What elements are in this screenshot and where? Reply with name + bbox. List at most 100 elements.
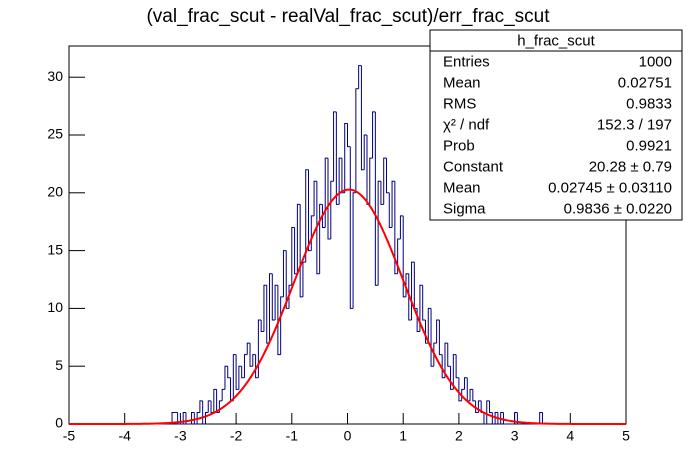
histogram-bin bbox=[299, 204, 303, 298]
histogram-bin bbox=[514, 411, 518, 424]
histogram-bin bbox=[352, 192, 356, 309]
histogram-bin bbox=[171, 411, 175, 424]
histogram-bin bbox=[500, 411, 504, 424]
histogram-bin bbox=[502, 412, 507, 425]
stats-label: Mean bbox=[443, 74, 481, 91]
histogram-bin bbox=[388, 192, 393, 228]
histogram-bin bbox=[436, 319, 440, 344]
x-tick-label: 3 bbox=[511, 428, 519, 444]
histogram-bin bbox=[391, 180, 395, 228]
histogram-bin bbox=[327, 158, 331, 240]
histogram-bin bbox=[335, 111, 340, 205]
histogram-bin bbox=[196, 411, 200, 424]
fit-curve bbox=[69, 188, 626, 425]
histogram-bin bbox=[363, 134, 367, 170]
x-tick-label: 4 bbox=[566, 428, 574, 444]
histogram-bin bbox=[347, 123, 351, 148]
histogram-bin bbox=[483, 412, 487, 425]
histogram-bin bbox=[516, 412, 521, 425]
stats-value: 0.9833 bbox=[626, 95, 672, 112]
histogram-bin bbox=[218, 400, 223, 413]
histogram-bin bbox=[338, 157, 342, 205]
stats-value: 20.28 ± 0.79 bbox=[589, 158, 672, 175]
histogram-bin bbox=[255, 354, 259, 379]
histogram-bin bbox=[182, 411, 186, 424]
histogram-bin bbox=[308, 169, 312, 252]
histogram-bin bbox=[394, 181, 398, 275]
histogram-bin bbox=[455, 354, 459, 379]
histogram-bin bbox=[408, 273, 412, 321]
histogram-bin bbox=[185, 412, 189, 425]
x-tick-label: 1 bbox=[399, 428, 407, 444]
histogram-bin bbox=[280, 296, 284, 355]
histogram-bin bbox=[349, 146, 354, 309]
histogram-bin bbox=[238, 365, 242, 390]
histogram-bin bbox=[224, 365, 228, 390]
histogram-bin bbox=[263, 284, 267, 332]
stats-label: Sigma bbox=[443, 200, 486, 217]
histogram-bin bbox=[383, 157, 387, 205]
histogram-bin bbox=[232, 354, 237, 401]
histogram-bin bbox=[458, 377, 462, 402]
histogram-bin bbox=[277, 285, 281, 356]
histogram-bin bbox=[177, 412, 181, 425]
histogram-bin bbox=[257, 319, 262, 378]
y-tick-label: 5 bbox=[55, 357, 63, 373]
y-tick-label: 10 bbox=[47, 299, 63, 315]
histogram-bin bbox=[377, 180, 381, 286]
histogram-bin bbox=[450, 366, 454, 390]
histogram-bin bbox=[441, 354, 445, 379]
histogram-bin bbox=[489, 400, 493, 413]
histogram-bin bbox=[494, 411, 498, 424]
histogram-bin bbox=[358, 65, 362, 89]
histogram-bin bbox=[333, 111, 337, 182]
stats-box bbox=[429, 29, 683, 221]
stats-value: 0.02745 ± 0.03110 bbox=[548, 179, 672, 196]
histogram-bin bbox=[385, 158, 390, 194]
stats-label: Entries bbox=[443, 53, 490, 70]
histogram-bin bbox=[260, 319, 264, 333]
histogram-bin bbox=[330, 180, 334, 240]
histogram-bin bbox=[444, 342, 448, 378]
histogram-bin bbox=[321, 204, 326, 228]
stats-value: 0.02751 bbox=[618, 74, 672, 91]
histogram-bin bbox=[313, 180, 317, 216]
histogram-bin bbox=[249, 343, 253, 367]
histogram-bin bbox=[399, 215, 404, 240]
histogram-bin bbox=[472, 389, 476, 402]
histogram-bin bbox=[274, 284, 278, 320]
stats-value: 152.3 / 197 bbox=[597, 116, 672, 133]
histogram-bin bbox=[324, 157, 329, 228]
histogram-bin bbox=[360, 65, 365, 171]
histogram-bin bbox=[469, 388, 473, 401]
stats-label: Constant bbox=[443, 158, 504, 175]
histogram-bin bbox=[433, 342, 437, 367]
histogram-bin bbox=[497, 412, 501, 425]
stats-value: 0.9836 ± 0.0220 bbox=[564, 200, 672, 217]
histogram-bin bbox=[241, 366, 245, 379]
histogram-bin bbox=[319, 203, 323, 274]
histogram-bin bbox=[202, 400, 206, 425]
histogram-bin bbox=[199, 400, 203, 413]
histogram-bin bbox=[438, 319, 443, 356]
histogram-bin bbox=[193, 412, 198, 425]
y-tick-label: 15 bbox=[47, 241, 63, 257]
histogram-bin bbox=[213, 388, 217, 413]
histogram-bin bbox=[475, 400, 479, 413]
stats-value: 1000 bbox=[639, 53, 672, 70]
x-tick-label: 2 bbox=[455, 428, 463, 444]
stats-label: Mean bbox=[443, 179, 481, 196]
histogram-bin bbox=[316, 181, 320, 275]
histogram-bin bbox=[288, 284, 292, 309]
y-tick-label: 20 bbox=[47, 184, 63, 200]
histogram-bin bbox=[305, 169, 309, 263]
stats-label: χ² / ndf bbox=[443, 116, 490, 133]
histogram-bin bbox=[380, 181, 384, 205]
histogram-bin bbox=[422, 285, 426, 321]
stats-title: h_frac_scut bbox=[517, 32, 595, 49]
histogram-bin bbox=[486, 400, 490, 424]
histogram-bin bbox=[269, 273, 273, 344]
histogram-bin bbox=[452, 354, 457, 390]
chart-title: (val_frac_scut - realVal_frac_scut)/err_… bbox=[146, 6, 550, 27]
